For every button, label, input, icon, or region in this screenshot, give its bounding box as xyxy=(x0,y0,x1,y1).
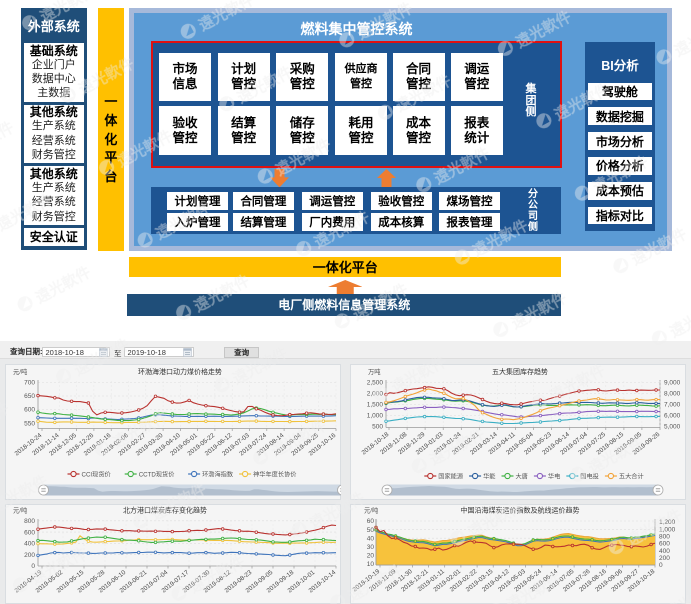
svg-text:元/吨: 元/吨 xyxy=(364,506,379,515)
svg-text:9,000: 9,000 xyxy=(664,380,681,387)
svg-text:7,000: 7,000 xyxy=(664,402,681,409)
svg-text:1,500: 1,500 xyxy=(367,402,384,409)
svg-text:2,500: 2,500 xyxy=(367,380,384,387)
svg-text:700: 700 xyxy=(24,380,35,387)
svg-text:国家能源: 国家能源 xyxy=(438,472,463,480)
svg-text:CCI现货价: CCI现货价 xyxy=(82,470,111,478)
svg-text:800: 800 xyxy=(659,534,670,541)
svg-text:40: 40 xyxy=(367,535,375,542)
svg-text:400: 400 xyxy=(659,548,670,555)
svg-text:600: 600 xyxy=(659,541,670,548)
svg-text:环渤海指数: 环渤海指数 xyxy=(202,470,234,478)
svg-text:元/吨: 元/吨 xyxy=(13,367,28,376)
svg-text:200: 200 xyxy=(659,555,670,562)
svg-text:650: 650 xyxy=(24,393,35,400)
svg-text:0: 0 xyxy=(31,563,35,570)
svg-text:国电投: 国电投 xyxy=(580,472,599,480)
svg-text:800: 800 xyxy=(24,518,35,525)
svg-text:600: 600 xyxy=(24,407,35,414)
svg-text:2,000: 2,000 xyxy=(367,391,384,398)
svg-text:500: 500 xyxy=(372,424,383,431)
svg-text:200: 200 xyxy=(24,552,35,559)
svg-text:环渤海港口动力煤价格走势: 环渤海港口动力煤价格走势 xyxy=(138,367,222,376)
svg-text:大唐: 大唐 xyxy=(516,472,528,480)
svg-text:400: 400 xyxy=(24,541,35,548)
svg-text:600: 600 xyxy=(24,529,35,536)
svg-text:华能: 华能 xyxy=(483,472,495,480)
svg-text:60: 60 xyxy=(367,518,375,525)
svg-text:北方港口煤炭库存变化趋势: 北方港口煤炭库存变化趋势 xyxy=(123,506,207,515)
svg-text:50: 50 xyxy=(367,527,375,534)
svg-text:30: 30 xyxy=(367,544,375,551)
svg-text:神华年度长协价: 神华年度长协价 xyxy=(253,470,296,478)
svg-text:五大集团库存趋势: 五大集团库存趋势 xyxy=(492,367,548,376)
svg-text:5,000: 5,000 xyxy=(664,424,681,431)
svg-text:10: 10 xyxy=(367,561,375,568)
svg-text:1,200: 1,200 xyxy=(659,519,676,526)
svg-text:万吨: 万吨 xyxy=(368,367,381,376)
svg-text:元/吨: 元/吨 xyxy=(13,506,28,515)
svg-text:1,000: 1,000 xyxy=(659,526,676,533)
svg-text:中国沿海煤炭运价指数及航线运价趋势: 中国沿海煤炭运价指数及航线运价趋势 xyxy=(461,506,580,515)
svg-text:CCTD现货价: CCTD现货价 xyxy=(139,470,175,478)
svg-text:550: 550 xyxy=(24,421,35,428)
svg-text:8,000: 8,000 xyxy=(664,391,681,398)
svg-text:1,000: 1,000 xyxy=(367,413,384,420)
svg-text:0: 0 xyxy=(659,562,663,569)
svg-text:6,000: 6,000 xyxy=(664,413,681,420)
svg-text:20: 20 xyxy=(367,553,375,560)
svg-text:华电: 华电 xyxy=(548,472,560,480)
svg-text:五大合计: 五大合计 xyxy=(619,472,644,480)
